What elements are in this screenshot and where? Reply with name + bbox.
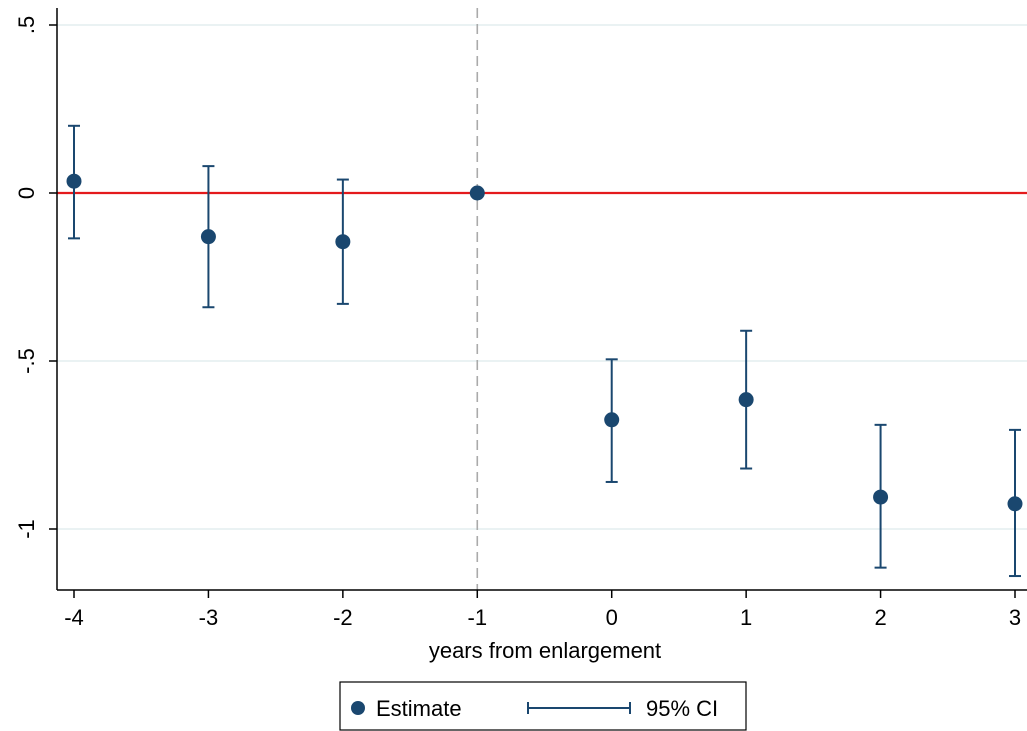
reference-lines bbox=[57, 8, 1027, 590]
y-tick-labels: -1 -.5 0 .5 bbox=[14, 16, 39, 539]
estimate-point-6 bbox=[873, 489, 889, 505]
x-tick-label-5: 1 bbox=[740, 605, 752, 630]
x-tick-label-1: -3 bbox=[199, 605, 219, 630]
legend-estimate-marker bbox=[351, 701, 365, 715]
y-tick-label-1: -.5 bbox=[14, 348, 39, 374]
estimate-points bbox=[66, 173, 1023, 512]
y-tick-label-2: 0 bbox=[14, 187, 39, 199]
legend-ci-label: 95% CI bbox=[646, 696, 718, 721]
estimate-point-7 bbox=[1007, 496, 1023, 512]
estimate-point-2 bbox=[335, 234, 351, 250]
estimate-point-5 bbox=[738, 392, 754, 408]
legend-estimate-label: Estimate bbox=[376, 696, 462, 721]
estimate-point-3 bbox=[469, 185, 485, 201]
x-tick-label-4: 0 bbox=[606, 605, 618, 630]
y-tick-label-3: .5 bbox=[14, 16, 39, 34]
x-tick-label-0: -4 bbox=[64, 605, 84, 630]
legend-box bbox=[339, 681, 747, 731]
x-tick-labels: -4 -3 -2 -1 0 1 2 3 bbox=[64, 605, 1021, 630]
estimate-point-4 bbox=[604, 412, 620, 428]
x-tick-label-6: 2 bbox=[874, 605, 886, 630]
y-tick-label-0: -1 bbox=[14, 519, 39, 539]
axes bbox=[49, 8, 1027, 598]
x-axis-title: years from enlargement bbox=[429, 638, 661, 663]
legend: Estimate 95% CI bbox=[339, 681, 747, 731]
x-tick-label-7: 3 bbox=[1009, 605, 1021, 630]
estimate-point-0 bbox=[66, 173, 82, 189]
x-tick-label-2: -2 bbox=[333, 605, 353, 630]
x-tick-label-3: -1 bbox=[468, 605, 488, 630]
estimate-point-1 bbox=[200, 229, 216, 245]
